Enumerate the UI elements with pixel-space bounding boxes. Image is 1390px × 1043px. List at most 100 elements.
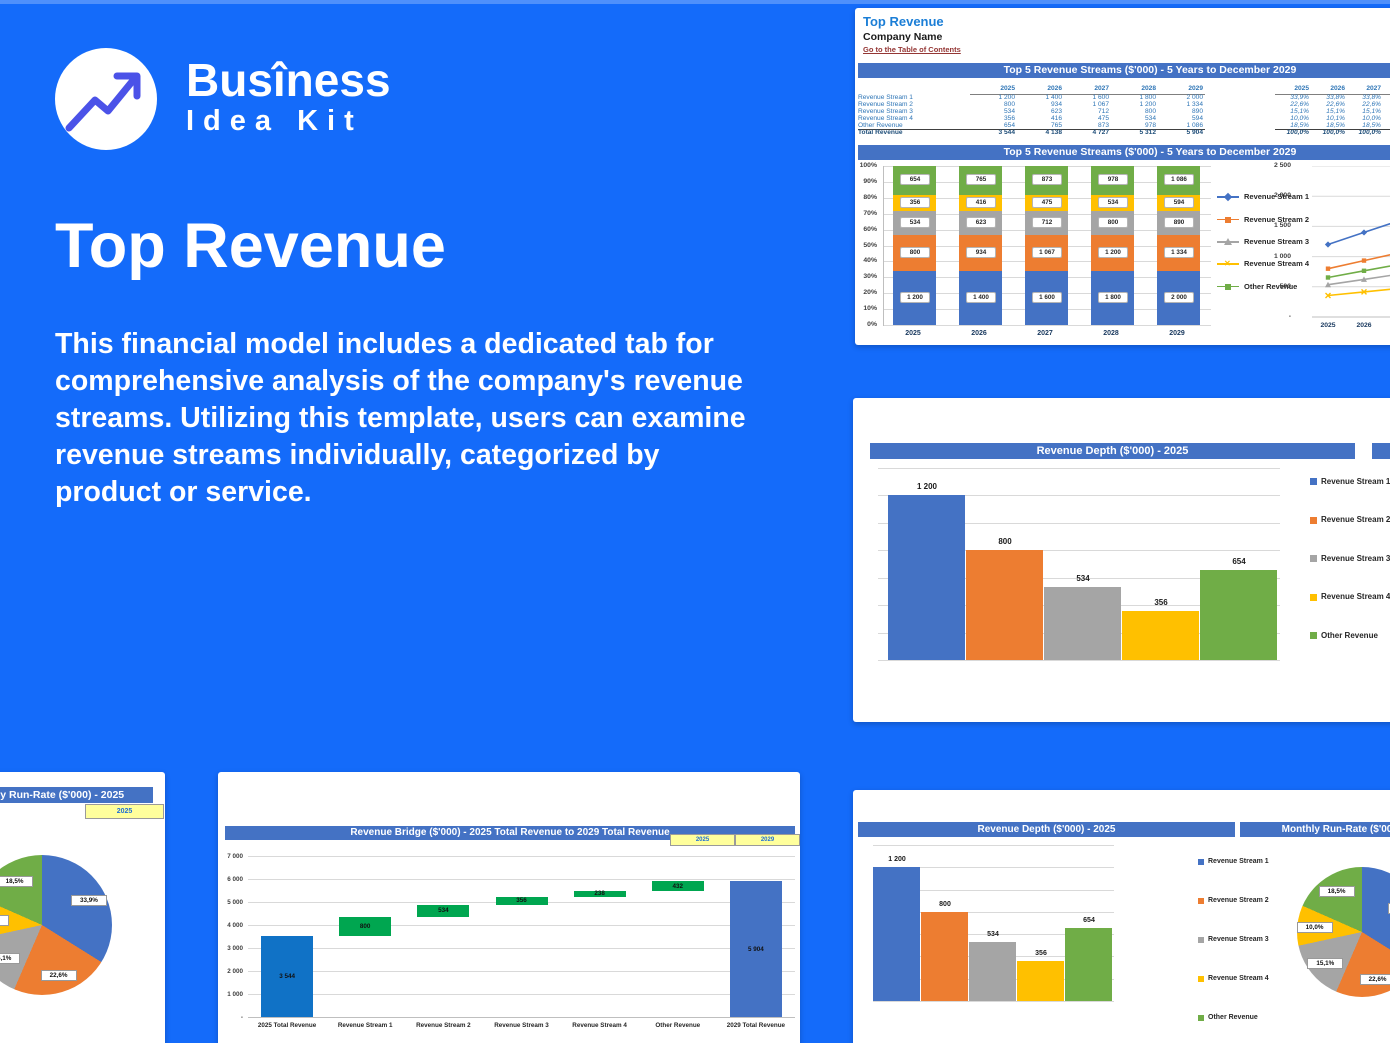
panel-depth-and-runrate: Revenue Depth ($'000) - 2025 Monthly Run… (853, 790, 1390, 1043)
legend-label: Revenue Stream 3 (1244, 236, 1310, 246)
table-cell: 890 (1191, 107, 1203, 115)
table-cell: 475 (1097, 114, 1109, 122)
chart-titlebar-revenue-depth-small: Revenue Depth ($'000) - 2025 (858, 822, 1235, 837)
table-cell: 2028 (1383, 84, 1390, 95)
line-chart-element (1325, 266, 1331, 271)
page-title: Top Revenue (55, 211, 446, 281)
segment-value-label: 978 (1098, 174, 1128, 186)
segment-value-label: 1 334 (1164, 246, 1194, 258)
y-tick-label: - (240, 1013, 243, 1021)
bridge-to-year-dropdown[interactable]: 2029 (735, 834, 800, 846)
year-dropdown[interactable]: 2025 (85, 804, 164, 819)
table-cell: 5 904 (1158, 129, 1205, 136)
legend-label: Revenue Stream 4 (1208, 974, 1269, 982)
legend-line (1217, 263, 1239, 265)
segment-value-label: 934 (966, 246, 996, 258)
legend-label: Revenue Stream 2 (1208, 896, 1269, 904)
legend-item: Revenue Stream 3 (1198, 935, 1328, 974)
line-chart-element (1327, 254, 1390, 270)
bar-value-label: 654 (1083, 917, 1095, 925)
x-tick-label: 2029 (1169, 330, 1185, 337)
x-tick-label: Revenue Stream 1 (337, 1022, 393, 1029)
table-cell: Revenue Stream 4 (858, 114, 913, 122)
table-cell: 2028 (1111, 84, 1158, 95)
line-chart-element (1361, 288, 1367, 295)
pie-slice-label: 10,0% (0, 914, 9, 926)
line-chart-y-axis: 2 500 2 000 1 500 1 000 500 - (1259, 162, 1297, 331)
legend-swatch (1198, 859, 1204, 865)
x-tick-label: 2025 (905, 330, 921, 337)
legend-item: Revenue Stream 3 (1217, 231, 1309, 253)
legend-item: Other Revenue (1217, 276, 1309, 298)
table-cell: 2025 (1275, 84, 1311, 95)
legend-label: Other Revenue (1244, 281, 1298, 291)
bar (888, 495, 965, 660)
table-cell: 15,1% (1290, 107, 1309, 115)
x-tick-label: 2026 (971, 330, 987, 337)
panel-revenue-depth: Revenue Depth ($'000) - 2025 1 200 800 534… (853, 398, 1390, 722)
y-tick-label: - (1288, 313, 1291, 320)
legend-item: Revenue Stream 3 (1310, 553, 1390, 592)
table-of-contents-link[interactable]: Go to the Table of Contents (863, 45, 961, 54)
legend-label: Revenue Stream 2 (1321, 515, 1390, 525)
y-tick-label: 2 000 (227, 967, 243, 975)
chart-titlebar-revenue-depth: Revenue Depth ($'000) - 2025 (870, 443, 1355, 459)
line-chart (1312, 166, 1390, 318)
gridline (248, 994, 795, 995)
table-cell: 33,8% (1362, 94, 1381, 101)
line-chart-element (1327, 265, 1390, 279)
legend-swatch (1310, 555, 1317, 563)
panel-top-revenue-sheet: Top Revenue Company Name Go to the Table… (855, 8, 1390, 345)
waterfall-bar (339, 917, 392, 936)
table-cell: 100,0% (1311, 129, 1347, 136)
gridline (248, 925, 795, 926)
bar (1122, 611, 1199, 660)
x-tick-label: Other Revenue (655, 1022, 701, 1029)
bar (1200, 570, 1277, 660)
legend-item: Revenue Stream 2 (1310, 515, 1390, 554)
gridline (248, 856, 795, 857)
table-cell: 22,6% (1383, 102, 1390, 109)
revenue-depth-bar-chart: 1 200 800 534 356 654 (878, 468, 1280, 661)
y-tick-label: 10% (863, 305, 877, 313)
table-cell: 15,1% (1326, 107, 1345, 115)
gridline (873, 867, 1114, 869)
line-chart-element (1325, 281, 1331, 288)
stacked-chart-x-axis: 2025 2026 2027 2028 2029 (883, 330, 1210, 340)
bar-value-label: 800 (998, 537, 1012, 547)
waterfall-bar (729, 881, 782, 1017)
y-tick-label: 2 500 (1273, 162, 1291, 169)
legend-label: Revenue Stream 1 (1208, 857, 1269, 865)
x-tick-label: 2025 Total Revenue (257, 1022, 317, 1029)
bar (1017, 961, 1064, 1001)
brand-logo (55, 48, 157, 150)
adjacent-titlebar-sliver (1372, 443, 1390, 459)
bridge-from-year-dropdown[interactable]: 2025 (670, 834, 735, 846)
table-cell: 10,1% (1326, 114, 1345, 122)
y-tick-label: 7 000 (227, 852, 243, 860)
bar-value-label: 356 (1035, 950, 1047, 958)
table-cell: 22,6% (1362, 100, 1381, 108)
bar-value-label: 534 (1076, 573, 1090, 583)
segment-value-label: 1 067 (1032, 246, 1062, 258)
table-cell: 10,0% (1362, 114, 1381, 122)
segment-value-label: 890 (1164, 216, 1194, 228)
legend-swatch (1310, 632, 1317, 640)
y-tick-label: 50% (863, 241, 877, 249)
segment-value-label: 623 (966, 216, 996, 228)
segment-value-label: 800 (900, 246, 930, 258)
segment-value-label: 800 (1098, 216, 1128, 228)
line-chart-element (1361, 268, 1367, 273)
table-cell: Other Revenue (858, 121, 903, 129)
table-cell (1205, 84, 1275, 95)
legend-label: Revenue Stream 4 (1244, 259, 1310, 269)
table-cell: 4 138 (1017, 129, 1064, 136)
table-cell: 100,0% (1275, 129, 1311, 136)
revenue-bridge-waterfall-chart: 3 544 800 534 356 238 432 5 904 (248, 856, 795, 1018)
chart-titlebar-revenue-bridge: Revenue Bridge ($'000) - 2025 Total Reve… (225, 826, 795, 840)
table-cell: 800 (1144, 107, 1156, 115)
y-tick-label: 1 000 (227, 990, 243, 998)
bar-value-label: 3 544 (279, 972, 295, 980)
legend-item: Revenue Stream 1 (1310, 476, 1390, 515)
line-chart-element (1327, 274, 1390, 286)
